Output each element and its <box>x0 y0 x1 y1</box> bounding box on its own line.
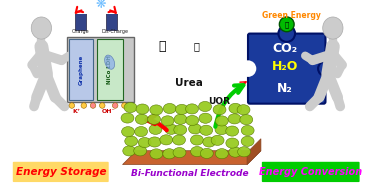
Ellipse shape <box>125 136 138 146</box>
Ellipse shape <box>136 104 149 114</box>
Ellipse shape <box>241 136 254 146</box>
Text: H₂O: H₂O <box>272 60 298 73</box>
Ellipse shape <box>186 104 198 114</box>
Text: 💡: 💡 <box>285 21 289 28</box>
FancyBboxPatch shape <box>106 13 117 30</box>
Text: Urea: Urea <box>175 78 203 88</box>
Ellipse shape <box>172 135 186 145</box>
Ellipse shape <box>240 115 253 125</box>
Ellipse shape <box>174 125 187 135</box>
Text: OH⁻: OH⁻ <box>102 109 116 114</box>
Text: Charge: Charge <box>72 29 90 34</box>
Ellipse shape <box>226 126 239 136</box>
Ellipse shape <box>213 105 226 115</box>
Ellipse shape <box>191 135 203 145</box>
Text: Dis-Charge: Dis-Charge <box>102 29 129 34</box>
Ellipse shape <box>173 147 186 158</box>
Ellipse shape <box>237 105 250 115</box>
Ellipse shape <box>163 103 176 114</box>
Text: CO₂: CO₂ <box>272 42 297 55</box>
FancyBboxPatch shape <box>248 33 325 104</box>
FancyBboxPatch shape <box>13 162 109 182</box>
Ellipse shape <box>160 135 173 145</box>
Ellipse shape <box>241 125 254 136</box>
Ellipse shape <box>123 146 136 156</box>
Ellipse shape <box>238 147 251 157</box>
Ellipse shape <box>186 115 199 126</box>
Ellipse shape <box>148 137 161 147</box>
Text: Graphene: Graphene <box>79 54 84 85</box>
FancyBboxPatch shape <box>74 13 86 30</box>
Circle shape <box>279 25 295 42</box>
Text: 🐔: 🐔 <box>158 40 166 53</box>
Ellipse shape <box>31 17 51 39</box>
Text: UOR: UOR <box>208 97 231 106</box>
Ellipse shape <box>200 125 213 135</box>
Ellipse shape <box>121 113 134 123</box>
Ellipse shape <box>134 146 147 156</box>
Ellipse shape <box>150 149 163 159</box>
Circle shape <box>81 103 87 108</box>
Ellipse shape <box>165 124 178 134</box>
Ellipse shape <box>122 127 135 137</box>
Ellipse shape <box>163 149 176 159</box>
Ellipse shape <box>199 113 212 123</box>
Ellipse shape <box>175 104 188 115</box>
Ellipse shape <box>215 149 228 159</box>
Circle shape <box>99 103 105 108</box>
FancyBboxPatch shape <box>97 39 122 100</box>
Ellipse shape <box>148 114 161 124</box>
Ellipse shape <box>161 116 174 126</box>
Circle shape <box>279 17 294 32</box>
FancyBboxPatch shape <box>67 37 133 102</box>
Polygon shape <box>122 151 261 165</box>
Circle shape <box>122 103 127 108</box>
Text: Green Energy: Green Energy <box>262 11 321 20</box>
Circle shape <box>90 103 96 108</box>
Ellipse shape <box>229 147 242 157</box>
Polygon shape <box>247 139 261 165</box>
Text: Energy Storage: Energy Storage <box>15 167 106 177</box>
Text: Energy Conversion: Energy Conversion <box>259 167 363 177</box>
Ellipse shape <box>191 146 204 157</box>
Circle shape <box>69 103 74 108</box>
Ellipse shape <box>229 103 242 113</box>
Ellipse shape <box>135 126 147 137</box>
Text: K⁺: K⁺ <box>72 109 81 114</box>
Ellipse shape <box>203 137 216 147</box>
Ellipse shape <box>215 116 228 126</box>
Ellipse shape <box>211 135 224 145</box>
Text: NiCo LDH: NiCo LDH <box>107 55 112 84</box>
Circle shape <box>240 60 256 77</box>
Text: ❋: ❋ <box>95 0 106 12</box>
Ellipse shape <box>189 124 201 134</box>
Ellipse shape <box>124 102 137 113</box>
Ellipse shape <box>150 105 163 115</box>
Ellipse shape <box>215 124 228 135</box>
FancyBboxPatch shape <box>262 162 359 182</box>
Ellipse shape <box>200 148 213 158</box>
Text: N₂: N₂ <box>277 82 293 95</box>
Ellipse shape <box>149 124 162 135</box>
Ellipse shape <box>226 138 239 148</box>
Ellipse shape <box>323 17 343 39</box>
Ellipse shape <box>198 101 212 112</box>
Ellipse shape <box>174 114 187 124</box>
Circle shape <box>112 103 118 108</box>
FancyBboxPatch shape <box>69 39 93 100</box>
Ellipse shape <box>228 114 241 124</box>
Ellipse shape <box>135 114 148 124</box>
Text: 🍲: 🍲 <box>194 42 199 51</box>
Circle shape <box>318 61 333 76</box>
Text: Bi-Functional Electrode: Bi-Functional Electrode <box>131 169 249 178</box>
Ellipse shape <box>138 137 151 148</box>
Ellipse shape <box>105 55 115 69</box>
